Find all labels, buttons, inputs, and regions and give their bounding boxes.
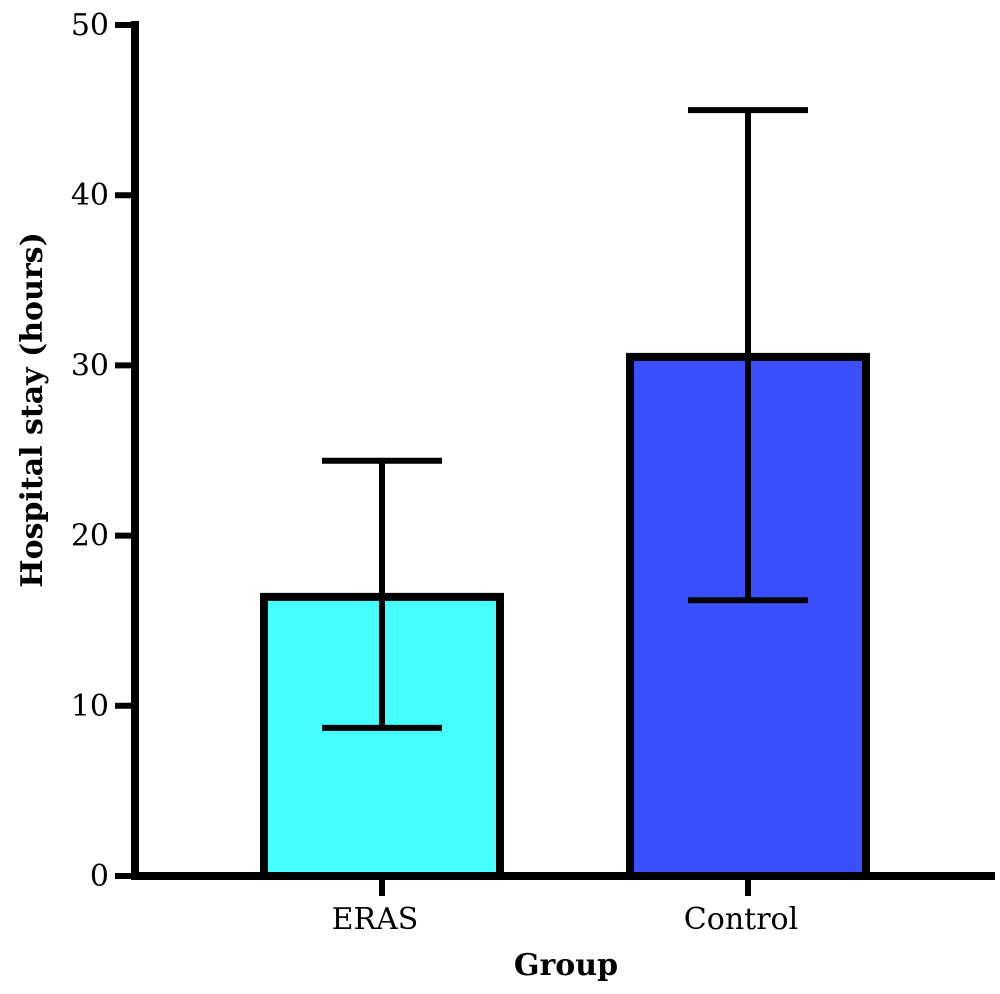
y-tick-label: 40: [71, 178, 109, 213]
y-tick-label: 30: [71, 348, 109, 383]
y-tick-label: 20: [71, 519, 109, 554]
chart-marks: [260, 107, 870, 880]
y-tick-label: 50: [71, 8, 109, 43]
y-axis-title: Hospital stay (hours): [15, 232, 50, 588]
y-tick-label: 0: [90, 859, 109, 894]
x-axis-title: Group: [514, 948, 618, 983]
chart-axes: [115, 21, 995, 896]
x-tick-label: ERAS: [332, 902, 419, 937]
chart-labels: 0 10 20 30 40 50 ERAS Control Group Hospital stay…: [15, 8, 798, 983]
y-tick-label: 10: [71, 689, 109, 724]
x-tick-label: Control: [684, 902, 798, 937]
